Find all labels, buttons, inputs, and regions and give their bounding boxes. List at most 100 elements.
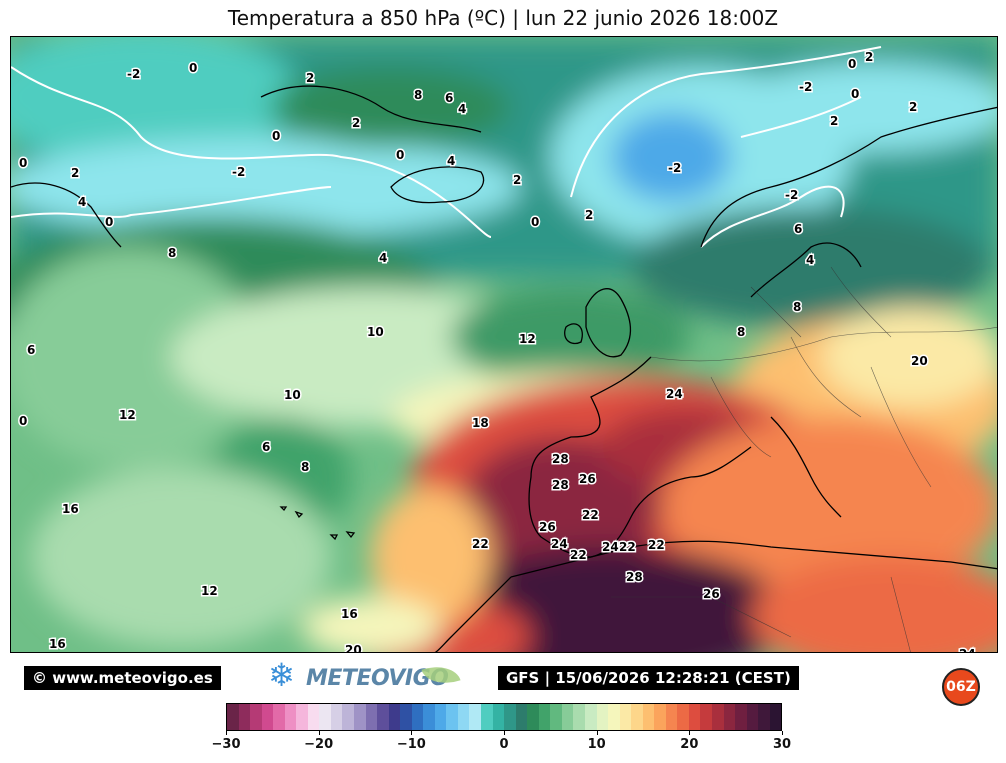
contour-label: 26 [539, 520, 556, 534]
contour-label: 2 [865, 50, 873, 64]
color-swatch [631, 704, 643, 730]
color-swatch [307, 704, 320, 730]
contour-label: -2 [799, 80, 812, 94]
contour-label: 10 [284, 388, 301, 402]
tick-label: 30 [772, 737, 792, 752]
color-swatch [481, 704, 493, 730]
contour-label: 8 [793, 300, 801, 314]
tick-mark [504, 731, 505, 735]
contour-label: 0 [105, 215, 113, 229]
contour-label: 2 [306, 71, 314, 85]
contour-label: -2 [232, 165, 245, 179]
color-swatch [492, 704, 505, 730]
contour-label: 4 [447, 154, 455, 168]
meteovigo-logo[interactable]: ❄ METEOVIGO [268, 656, 468, 696]
contour-label: 22 [619, 540, 636, 554]
contour-label: 8 [737, 325, 745, 339]
temperature-field [11, 37, 997, 652]
contour-label: 2 [352, 116, 360, 130]
color-swatch [584, 704, 597, 730]
tick-label: −20 [304, 737, 334, 752]
model-run-info: GFS | 15/06/2026 12:28:21 (CEST) [498, 666, 799, 690]
map-title: Temperatura a 850 hPa (ºC) | lun 22 juni… [227, 6, 779, 30]
color-swatch [342, 704, 355, 730]
tick-mark [782, 731, 783, 735]
color-swatch [411, 704, 424, 730]
contour-label: 2 [830, 114, 838, 128]
color-swatch [573, 704, 585, 730]
tick-mark [689, 731, 691, 735]
contour-label: 0 [848, 57, 856, 71]
color-swatch [434, 704, 447, 730]
contour-label: 18 [472, 416, 489, 430]
color-swatch [608, 704, 620, 730]
color-swatch [446, 704, 458, 730]
contour-label: 16 [49, 637, 66, 651]
color-swatch [400, 704, 412, 730]
tick-mark [318, 731, 320, 735]
contour-label: 28 [552, 452, 569, 466]
color-swatch [377, 704, 389, 730]
contour-label: 28 [626, 570, 643, 584]
credit-label[interactable]: © www.meteovigo.es [24, 666, 221, 690]
color-swatch [758, 704, 770, 730]
color-swatch [330, 704, 343, 730]
contour-label: 24 [602, 540, 619, 554]
color-swatch [527, 704, 539, 730]
color-swatch [284, 704, 297, 730]
contour-label: 4 [806, 253, 814, 267]
contour-label: 16 [341, 607, 358, 621]
contour-label: 6 [27, 343, 35, 357]
color-swatch [677, 704, 689, 730]
color-swatch [261, 704, 274, 730]
color-scale-ticks: −30 −20 −10 0 10 20 30 [212, 731, 791, 752]
color-swatch [238, 704, 251, 730]
tick-label: 0 [499, 737, 509, 752]
color-swatch [561, 704, 574, 730]
contour-label: 6 [262, 440, 270, 454]
contour-label: 0 [19, 156, 27, 170]
contour-label: 28 [552, 478, 569, 492]
color-swatch [700, 704, 712, 730]
color-scale-bar [226, 703, 782, 731]
contour-label: 4 [458, 102, 466, 116]
contour-label: -2 [127, 67, 140, 81]
contour-label: 10 [367, 325, 384, 339]
color-swatch [515, 704, 528, 730]
contour-label: 6 [445, 91, 453, 105]
contour-label: 0 [19, 414, 27, 428]
contour-label: 24 [959, 647, 976, 653]
contour-label: 0 [851, 87, 859, 101]
color-swatch [642, 704, 655, 730]
color-swatch [688, 704, 701, 730]
contour-label: 8 [301, 460, 309, 474]
tick-label: −30 [211, 737, 241, 752]
color-swatch [273, 704, 285, 730]
contour-label: 22 [582, 508, 599, 522]
tick-label: 10 [587, 737, 606, 752]
contour-label: 20 [911, 354, 928, 368]
contour-label: 0 [189, 61, 197, 75]
contour-label: 22 [472, 537, 489, 551]
contour-label: 4 [379, 251, 387, 265]
contour-label: 0 [531, 215, 539, 229]
color-swatch [469, 704, 482, 730]
contour-label: 2 [71, 166, 79, 180]
contour-label: 6 [794, 222, 802, 236]
contour-label: 2 [909, 100, 917, 114]
tick-mark [596, 731, 598, 735]
contour-label: -2 [785, 188, 798, 202]
contour-label: -2 [668, 161, 681, 175]
color-swatch [365, 704, 378, 730]
color-swatch [319, 704, 331, 730]
contour-label: 2 [513, 173, 521, 187]
color-swatch [746, 704, 759, 730]
contour-label: 22 [570, 548, 587, 562]
contour-label: 12 [519, 332, 536, 346]
contour-label: 24 [666, 387, 683, 401]
color-swatch [250, 704, 262, 730]
temperature-map[interactable]: -2 0 2 8 6 4 2 0 0 4 -2 2 4 0 2 0 0 -2 0 2 -2 0 2 2 -2 6 4 8 8 8 4 10 12… [10, 36, 998, 653]
contour-label: 26 [703, 587, 720, 601]
